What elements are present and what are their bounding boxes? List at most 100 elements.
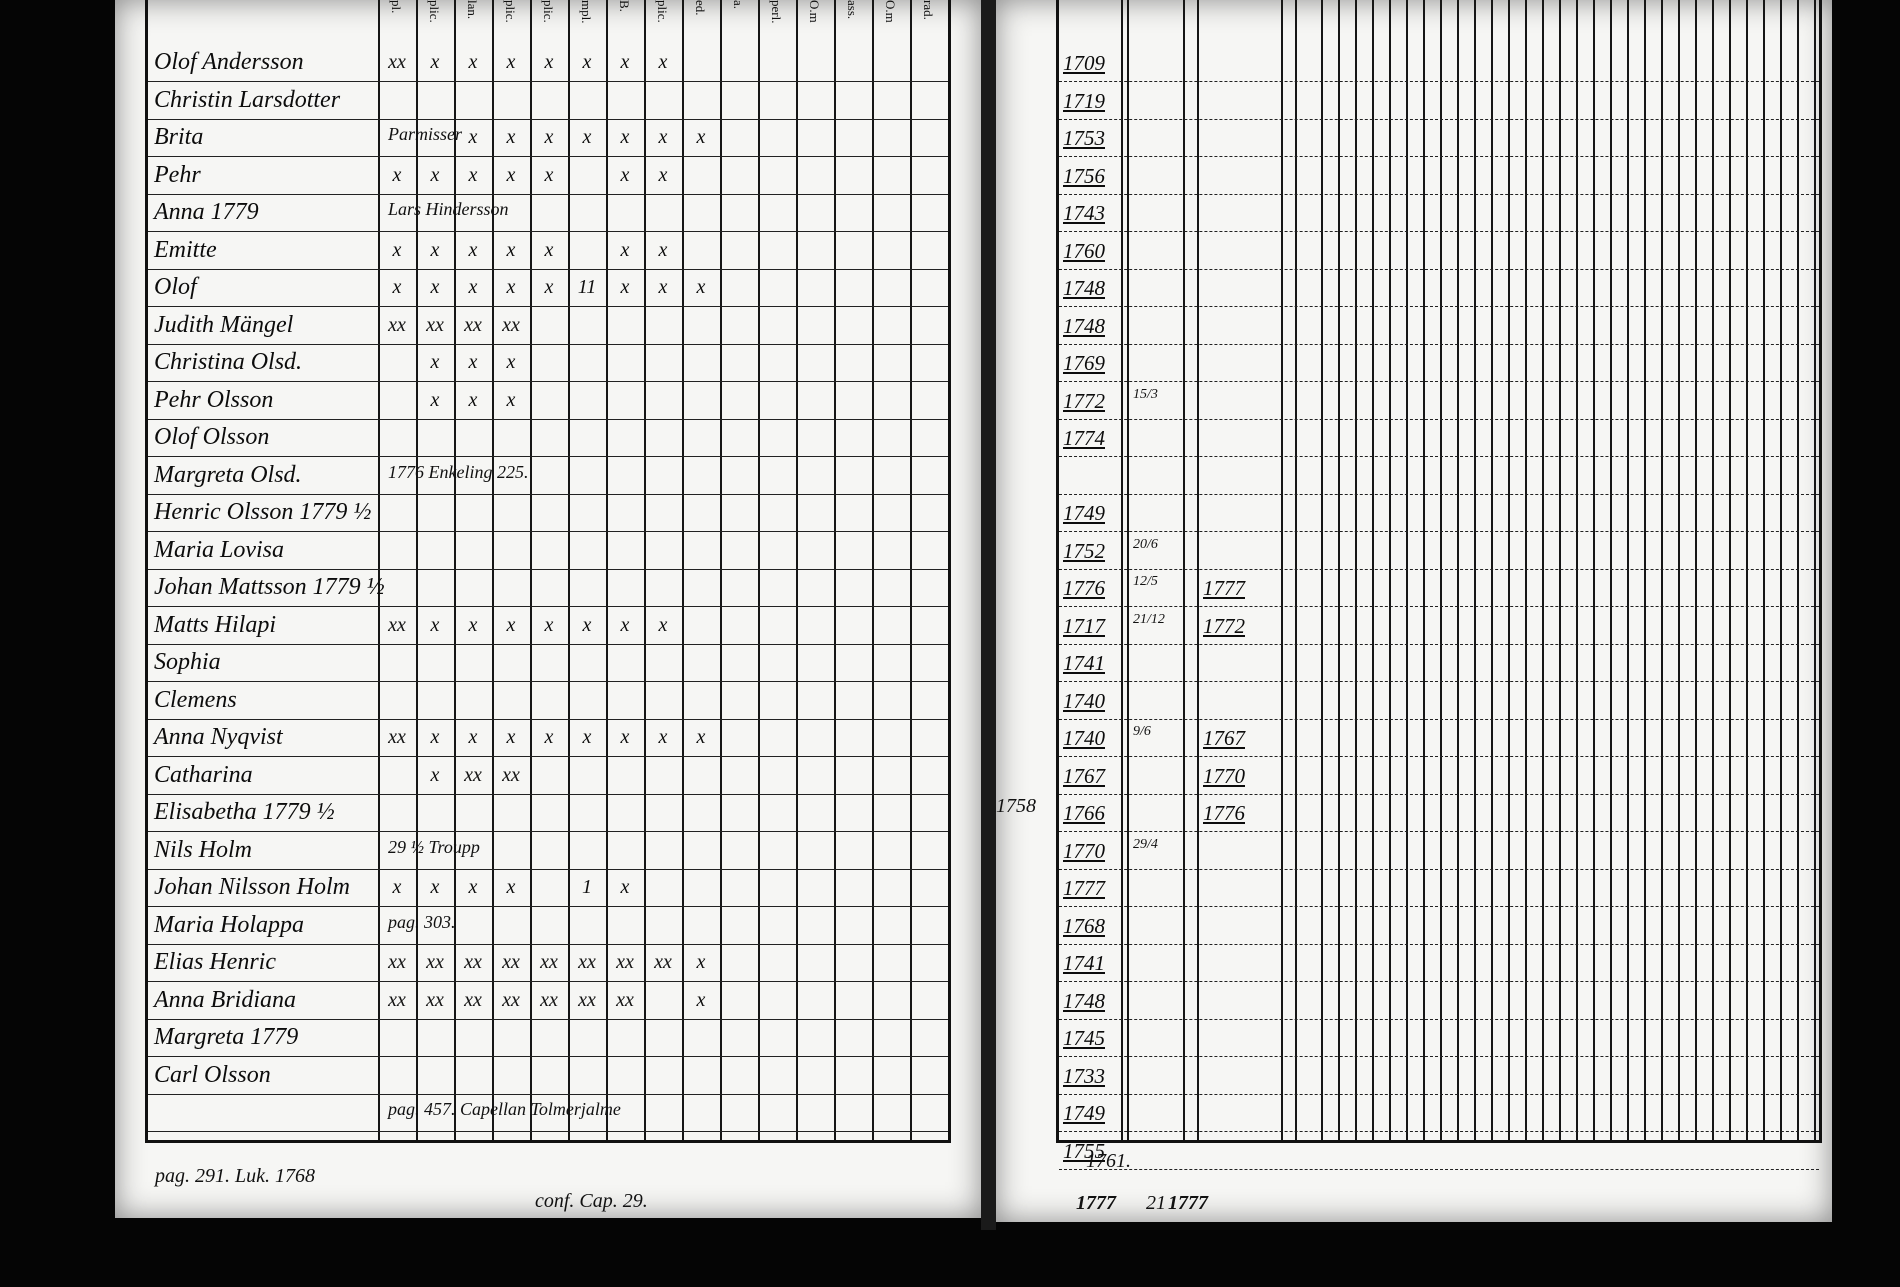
communion-mark: x	[506, 726, 516, 748]
second-year: 1777	[1203, 576, 1245, 600]
column-header: plic.	[541, 0, 556, 23]
birth-year: 1749	[1063, 1101, 1105, 1125]
communion-mark: x	[696, 951, 706, 973]
communion-mark: x	[544, 126, 554, 148]
day-month: 29/4	[1133, 836, 1158, 852]
row-note: pag. 457. Capellan Tolmerjalme	[388, 1099, 621, 1119]
birth-year: 1777	[1063, 876, 1105, 900]
register-row: Christin Larsdotter	[148, 83, 948, 120]
register-row: 1749	[1059, 495, 1819, 532]
communion-mark: x	[620, 613, 630, 636]
communion-mark: x	[430, 763, 440, 786]
register-row: 1766 1776	[1059, 795, 1819, 832]
register-row: Christina Olsd. x x x	[148, 345, 948, 382]
register-row: Carl Olsson	[148, 1058, 948, 1095]
column-header: ass.	[845, 0, 860, 20]
communion-mark: x	[506, 51, 516, 73]
birth-year: 1748	[1063, 313, 1105, 338]
day-month: 21/12	[1133, 611, 1165, 627]
register-row: 1717 21/12 1772	[1059, 608, 1819, 645]
communion-mark: x	[430, 238, 440, 261]
column-divider	[1295, 0, 1297, 1140]
communion-mark: x	[468, 351, 478, 373]
communion-mark: x	[430, 613, 440, 636]
footer-day: 21	[1146, 1192, 1166, 1214]
register-row: pag. 457. Capellan Tolmerjalme	[148, 1095, 948, 1132]
person-name: Anna 1779	[154, 199, 259, 225]
birth-year: 1776	[1063, 576, 1105, 600]
column-divider	[1780, 0, 1782, 1140]
register-row: 1768	[1059, 908, 1819, 945]
register-row: Margreta Olsd. 1776 Enkeling 225.	[148, 458, 948, 495]
register-row: 1769	[1059, 345, 1819, 382]
column-divider	[1406, 0, 1408, 1140]
communion-mark: x	[468, 163, 478, 186]
person-name: Carl Olsson	[154, 1061, 271, 1088]
communion-mark: x	[506, 238, 516, 261]
person-name: Elias Henric	[154, 949, 276, 975]
communion-mark: xx	[616, 951, 634, 973]
column-divider	[1457, 0, 1459, 1140]
person-name: Johan Nilsson Holm	[154, 874, 351, 900]
birth-year: 1756	[1063, 163, 1105, 188]
communion-mark: x	[430, 163, 440, 186]
column-divider	[1491, 0, 1493, 1140]
communion-mark: x	[392, 876, 402, 898]
column-divider	[1593, 0, 1595, 1140]
communion-mark: x	[658, 613, 668, 636]
birth-year: 1743	[1063, 201, 1105, 225]
person-name: Elisabetha 1779 ½	[154, 799, 335, 825]
person-name: Margreta 1779	[154, 1024, 299, 1050]
column-divider	[568, 0, 570, 1140]
communion-mark: x	[468, 276, 478, 298]
birth-year: 1748	[1063, 988, 1105, 1013]
birth-year: 1767	[1063, 763, 1105, 788]
communion-mark: x	[658, 163, 668, 186]
column-divider	[1627, 0, 1629, 1140]
column-divider	[1183, 0, 1185, 1140]
register-row: Maria Holappa pag. 303.	[148, 908, 948, 945]
column-divider	[1321, 0, 1323, 1140]
register-row: 1752 20/6	[1059, 533, 1819, 570]
birth-year: 1717	[1063, 613, 1105, 638]
register-row: Matts Hilapi xx x x x x x x x	[148, 608, 948, 645]
birth-year: 1760	[1063, 238, 1105, 263]
birth-year: 1770	[1063, 838, 1105, 863]
communion-mark: x	[506, 126, 516, 148]
column-divider	[910, 0, 912, 1140]
birth-year: 1709	[1063, 51, 1105, 75]
communion-mark: x	[620, 126, 630, 148]
person-name: Sophia	[154, 649, 221, 675]
register-row: 1767 1770	[1059, 758, 1819, 795]
register-row: Olof x x x x x 11 x x x	[148, 270, 948, 307]
column-divider	[1695, 0, 1697, 1140]
communion-mark: x	[430, 876, 440, 898]
birth-year: 1766	[1063, 801, 1105, 825]
column-divider	[1797, 0, 1799, 1140]
column-divider	[1576, 0, 1578, 1140]
birth-year: 1772	[1063, 388, 1105, 413]
column-header: a.	[731, 0, 746, 10]
register-row: Clemens	[148, 683, 948, 720]
column-divider	[1729, 0, 1731, 1140]
communion-mark: xx	[616, 988, 634, 1011]
communion-mark: x	[696, 726, 706, 748]
column-divider	[1661, 0, 1663, 1140]
column-divider	[492, 0, 494, 1140]
column-header: B.	[617, 0, 632, 12]
communion-mark: x	[658, 726, 668, 748]
register-row: 1741	[1059, 945, 1819, 982]
person-name: Pehr Olsson	[154, 386, 274, 413]
column-divider	[606, 0, 608, 1140]
birth-year: 1719	[1063, 88, 1105, 113]
margin-year: 1758	[996, 795, 1036, 817]
column-divider	[530, 0, 532, 1140]
communion-mark: x	[544, 163, 554, 186]
column-header: plic.	[655, 0, 670, 23]
communion-mark: x	[620, 163, 630, 186]
person-name: Margreta Olsd.	[154, 461, 302, 488]
birth-year: 1733	[1063, 1063, 1105, 1088]
person-name: Henric Olsson 1779 ½	[154, 499, 372, 525]
communion-mark: xx	[388, 613, 406, 636]
second-year: 1770	[1203, 763, 1245, 788]
